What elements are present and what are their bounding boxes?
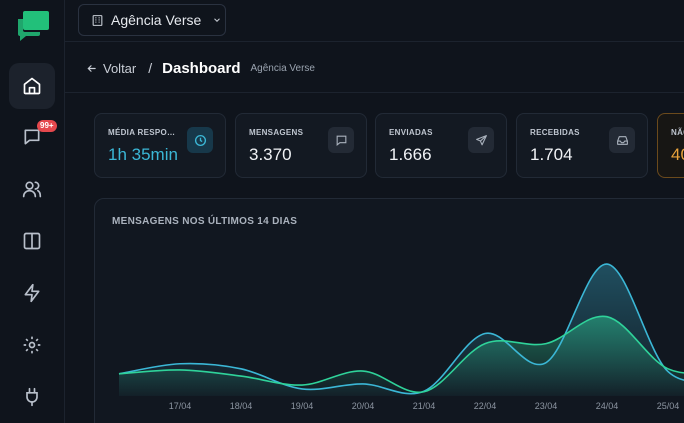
home-icon bbox=[23, 77, 41, 95]
stat-value: 40 bbox=[671, 145, 684, 164]
message-square-icon bbox=[328, 127, 354, 153]
sidebar-item-automations[interactable] bbox=[9, 270, 55, 316]
users-icon bbox=[22, 181, 42, 198]
x-tick-label: 25/04 bbox=[657, 401, 680, 411]
header-divider bbox=[65, 92, 684, 93]
stat-card-unanswered: NÃO 40 bbox=[657, 113, 684, 178]
x-tick-label: 18/04 bbox=[230, 401, 253, 411]
stat-card-sent: ENVIADAS 1.666 bbox=[375, 113, 507, 178]
workspace-name: Agência Verse bbox=[111, 12, 202, 28]
panel-icon bbox=[23, 232, 41, 250]
top-bar: Agência Verse bbox=[65, 0, 684, 42]
plug-icon bbox=[26, 387, 38, 407]
stat-value: 1.666 bbox=[389, 145, 432, 164]
stat-value: 1.704 bbox=[530, 145, 573, 164]
unread-badge: 99+ bbox=[37, 120, 57, 132]
x-tick-label: 22/04 bbox=[474, 401, 497, 411]
sidebar-item-home[interactable] bbox=[9, 63, 55, 109]
sidebar-item-messages[interactable]: 99+ bbox=[9, 114, 57, 160]
stat-label: RECEBIDAS bbox=[530, 128, 580, 137]
stat-value: 3.370 bbox=[249, 145, 292, 164]
stat-card-messages: MENSAGENS 3.370 bbox=[235, 113, 367, 178]
chevron-down-icon bbox=[214, 18, 221, 22]
series-2-area bbox=[119, 316, 684, 396]
sidebar-item-layout[interactable] bbox=[9, 218, 55, 264]
stat-card-received: RECEBIDAS 1.704 bbox=[516, 113, 648, 178]
stat-label: ENVIADAS bbox=[389, 128, 433, 137]
chart-title: MENSAGENS NOS ÚLTIMOS 14 DIAS bbox=[112, 216, 298, 227]
x-tick-label: 20/04 bbox=[352, 401, 375, 411]
clock-icon bbox=[187, 127, 213, 153]
lightning-icon bbox=[24, 283, 40, 303]
stat-value: 1h 35min bbox=[108, 145, 178, 164]
breadcrumb-separator: / bbox=[148, 60, 153, 76]
app-logo-icon[interactable] bbox=[16, 9, 50, 43]
x-tick-label: 24/04 bbox=[596, 401, 619, 411]
stat-label: NÃO bbox=[671, 128, 684, 137]
sidebar-item-settings[interactable] bbox=[9, 322, 55, 368]
breadcrumb: Voltar / Dashboard Agência Verse bbox=[86, 58, 315, 78]
page-subtitle: Agência Verse bbox=[250, 62, 316, 74]
messages-area-chart: 17/04 18/04 19/04 20/04 21/04 22/04 23/04 24/04… bbox=[118, 263, 684, 411]
gear-icon bbox=[23, 336, 41, 354]
stat-card-avg-response: MÉDIA RESPO… 1h 35min bbox=[94, 113, 226, 178]
sidebar-item-integrations[interactable] bbox=[9, 374, 55, 420]
arrow-left-icon bbox=[87, 64, 96, 72]
page-title: Dashboard bbox=[162, 59, 241, 77]
send-icon bbox=[468, 127, 494, 153]
building-icon bbox=[92, 14, 103, 26]
back-link[interactable]: Voltar bbox=[86, 61, 136, 76]
series-1-line[interactable] bbox=[118, 263, 684, 395]
stat-label: MENSAGENS bbox=[249, 128, 304, 137]
series-2-line[interactable] bbox=[118, 315, 684, 394]
x-tick-label: 23/04 bbox=[535, 401, 558, 411]
inbox-icon bbox=[609, 127, 635, 153]
x-tick-label: 21/04 bbox=[413, 401, 436, 411]
x-tick-label: 17/04 bbox=[169, 401, 192, 411]
chat-icon bbox=[24, 129, 40, 145]
sidebar: 99+ bbox=[0, 0, 65, 423]
messages-chart-panel: MENSAGENS NOS ÚLTIMOS 14 DIAS 17/04 18/04… bbox=[94, 198, 684, 423]
workspace-selector[interactable]: Agência Verse bbox=[78, 4, 226, 36]
back-label: Voltar bbox=[103, 60, 137, 76]
sidebar-item-contacts[interactable] bbox=[9, 166, 55, 212]
stat-label: MÉDIA RESPO… bbox=[108, 128, 176, 137]
x-tick-label: 19/04 bbox=[291, 401, 314, 411]
